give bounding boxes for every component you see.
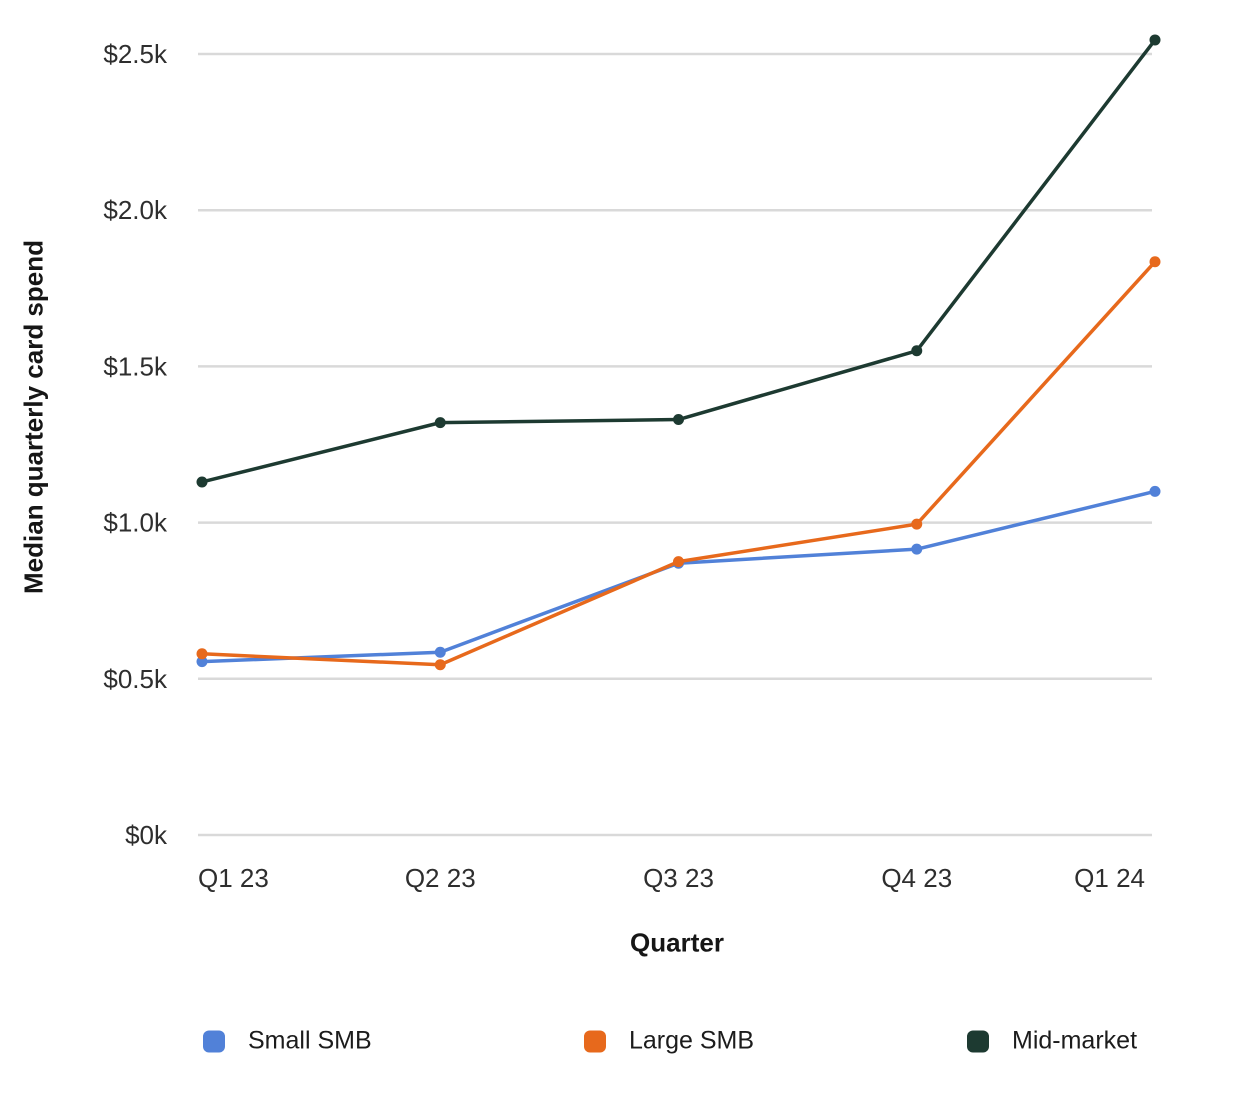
- x-tick-label: Q1 24: [1074, 863, 1145, 893]
- series-line-small-smb: [200, 489, 1157, 664]
- y-tick-label: $2.0k: [103, 195, 168, 225]
- data-point-small-smb: [1149, 485, 1161, 497]
- y-tick-label: $1.5k: [103, 351, 168, 381]
- data-point-large-smb: [196, 648, 208, 660]
- legend-swatch-mid-market: [967, 1030, 989, 1052]
- data-point-mid-market: [911, 345, 923, 357]
- y-tick-label: $1.0k: [103, 508, 168, 538]
- series-line-large-smb: [200, 259, 1157, 667]
- y-tick-label: $0k: [125, 820, 168, 850]
- data-point-large-smb: [673, 556, 684, 568]
- x-tick-label: Q3 23: [643, 863, 714, 893]
- legend-item-mid-market: Mid-market: [967, 1027, 1137, 1056]
- data-point-large-smb: [434, 659, 446, 671]
- x-tick-label: Q2 23: [405, 863, 476, 893]
- x-tick-label: Q4 23: [881, 863, 952, 893]
- data-point-large-smb: [1149, 256, 1161, 268]
- x-tick-label: Q1 23: [198, 863, 269, 893]
- legend-label-small-smb: Small SMB: [248, 1026, 372, 1055]
- data-point-mid-market: [434, 417, 446, 429]
- y-tick-label: $0.5k: [103, 664, 168, 694]
- legend-swatch-large-smb: [584, 1030, 606, 1052]
- legend-swatch-small-smb: [203, 1030, 225, 1052]
- data-point-mid-market: [673, 414, 684, 426]
- data-point-small-smb: [434, 646, 446, 658]
- x-axis-title: Quarter: [630, 927, 724, 958]
- data-point-mid-market: [196, 476, 208, 488]
- legend-label-mid-market: Mid-market: [1012, 1026, 1138, 1055]
- data-point-mid-market: [1149, 34, 1161, 46]
- legend-item-large-smb: Large SMB: [584, 1027, 754, 1056]
- data-point-small-smb: [911, 543, 923, 555]
- y-axis-title: Median quarterly card spend: [18, 240, 49, 594]
- data-point-small-smb: [196, 656, 208, 668]
- legend-label-large-smb: Large SMB: [629, 1026, 755, 1055]
- y-tick-label: $2.5k: [103, 39, 168, 69]
- legend-item-small-smb: Small SMB: [203, 1027, 372, 1056]
- data-point-large-smb: [911, 518, 923, 530]
